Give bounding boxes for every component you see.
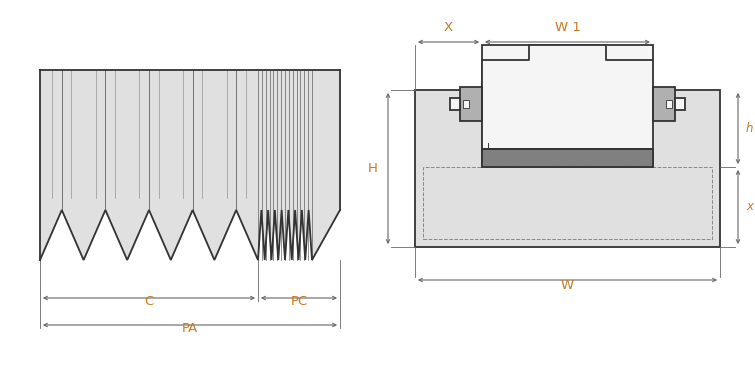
Bar xyxy=(675,98,685,110)
Bar xyxy=(463,100,469,108)
Text: W: W xyxy=(561,279,574,292)
Text: X: X xyxy=(444,21,453,34)
Text: C: C xyxy=(144,295,153,308)
Bar xyxy=(482,45,653,167)
Bar xyxy=(460,87,482,121)
Bar xyxy=(482,149,653,167)
Bar xyxy=(423,167,712,239)
Text: PA: PA xyxy=(182,322,198,335)
Text: PC: PC xyxy=(291,295,307,308)
Bar xyxy=(450,98,460,110)
Text: H: H xyxy=(368,162,378,175)
Bar xyxy=(666,100,672,108)
Text: h: h xyxy=(746,122,753,135)
Bar xyxy=(415,90,720,247)
Polygon shape xyxy=(40,70,340,260)
Bar xyxy=(653,87,675,121)
Text: W 1: W 1 xyxy=(555,21,581,34)
Text: x: x xyxy=(746,201,753,214)
Polygon shape xyxy=(482,45,653,149)
